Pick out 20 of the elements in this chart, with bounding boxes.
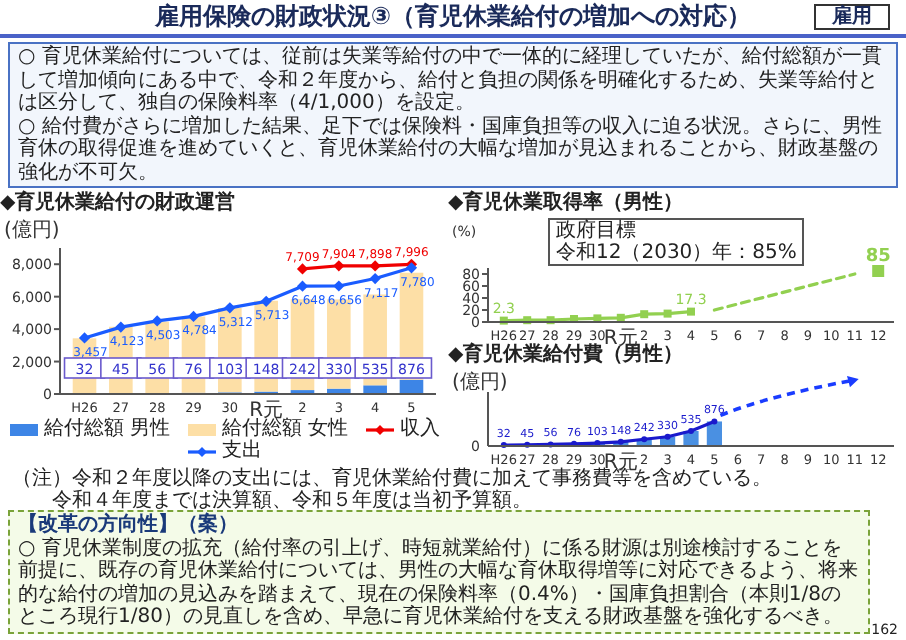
legend-label: 収入 xyxy=(400,418,441,440)
text: 雇用保険の財政状況③（育児休業給付の増加への対応） xyxy=(154,2,752,30)
chart-title: ◆育児休業給付の財政運営 xyxy=(0,192,238,216)
text: 令和４年度までは決算額、令和５年度は当初予算額。 xyxy=(50,490,534,512)
y-axis-title: (億円) xyxy=(4,218,60,242)
x-tick-label: R元 xyxy=(249,400,284,422)
data-label: 85 xyxy=(865,247,891,267)
text: 令和12（2030）年：85% xyxy=(556,242,797,264)
text: 政府目標 xyxy=(556,220,638,242)
text: ○ 育児休業制度の拡充（給付率の引上げ、時短就業給付）に係る財源は別途検討することを前提に、既存の育児休業給付については、男性の大幅な育休取得増等に対応できるよう、将来的な給付の増加の見込みを踏まえて、現在の保険料率（0.4%）・国庫負担割合（本則1/8のところ現行1/80）の見直しを含め、早急に育児休業給付を支える財政基盤を強化するべき。 xyxy=(18,537,860,629)
legend-label: 支出 xyxy=(222,440,262,462)
legend-label: 給付総額 女性 xyxy=(222,418,349,440)
y-axis-title: (億円) xyxy=(452,370,508,394)
text: （注）令和２年度以降の支出には、育児休業給付費に加えて事務費等を含めている。 xyxy=(12,468,774,490)
text: ○ 育児休業給付については、従前は失業等給付の中で一体的に経理していたが、給付総額が一貫して増加傾向にある中で、令和２年度から、給付と負担の関係を明確化するため、失業等給付とは区分して、独自の保険料率（4/1,000）を設定。 xyxy=(18,46,884,115)
legend-label: 給付総額 男性 xyxy=(43,418,170,440)
text: 雇用 xyxy=(814,4,890,30)
chart-title: ◆育児休業取得率（男性） xyxy=(448,192,686,216)
text: 【改革の方向性】（案） xyxy=(18,514,240,537)
text: ○ 給付費がさらに増加した結果、足下では保険料・国庫負担等の収入に迫る状況。さらに、男性育休の取得促進を進めていくと、育児休業給付の大幅な増加が見込まれることから、財政基盤の強化が不可欠。 xyxy=(18,115,884,184)
